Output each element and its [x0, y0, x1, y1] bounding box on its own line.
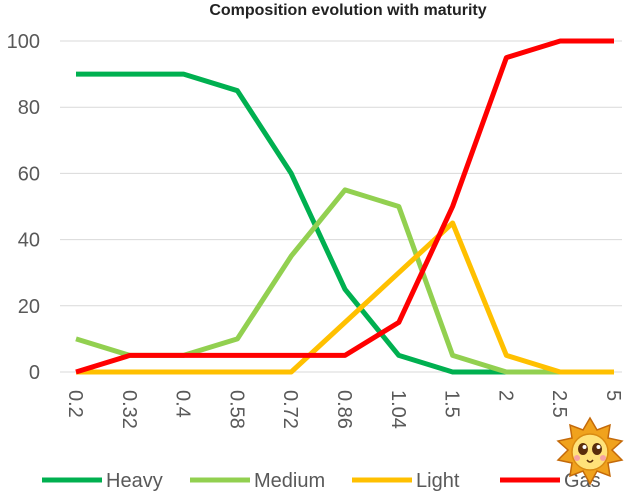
legend-label-light: Light: [416, 470, 460, 492]
legend: Heavy Medium Light Gas: [42, 470, 601, 492]
y-tick-label: 20: [18, 296, 40, 318]
x-tick-label: 0.58: [225, 390, 247, 429]
x-tick-label: 1.5: [441, 390, 463, 418]
y-axis-ticks: 0 20 40 60 80 100: [7, 31, 40, 384]
y-tick-label: 60: [18, 163, 40, 185]
x-tick-label: 0.4: [172, 390, 194, 418]
series-line-light: [76, 220, 614, 375]
x-tick-label: 0.72: [279, 390, 301, 429]
legend-label-heavy: Heavy: [106, 470, 163, 492]
y-tick-label: 80: [18, 97, 40, 119]
y-tick-label: 40: [18, 230, 40, 252]
x-tick-label: 5: [602, 390, 624, 401]
x-axis-ticks: 0.2 0.32 0.4 0.58 0.72 0.86 1.04 1.5 2 2.5 5: [64, 390, 624, 429]
chart-title: Composition evolution with maturity: [209, 2, 486, 19]
series-line-heavy: [76, 71, 614, 375]
y-tick-label: 100: [7, 31, 40, 53]
mascot-sun-icon: [556, 416, 624, 486]
gridlines: [60, 40, 622, 373]
x-tick-label: 0.2: [64, 390, 86, 418]
x-tick-label: 1.04: [387, 390, 409, 429]
legend-label-medium: Medium: [254, 470, 325, 492]
series-line-gas: [75, 38, 614, 375]
x-tick-label: 2.5: [548, 390, 570, 418]
series-line-medium: [75, 187, 614, 375]
series-lines: [75, 38, 614, 375]
x-tick-label: 0.32: [118, 390, 140, 429]
x-tick-label: 2: [494, 390, 516, 401]
x-tick-label: 0.86: [333, 390, 355, 429]
y-tick-label: 0: [29, 362, 40, 384]
